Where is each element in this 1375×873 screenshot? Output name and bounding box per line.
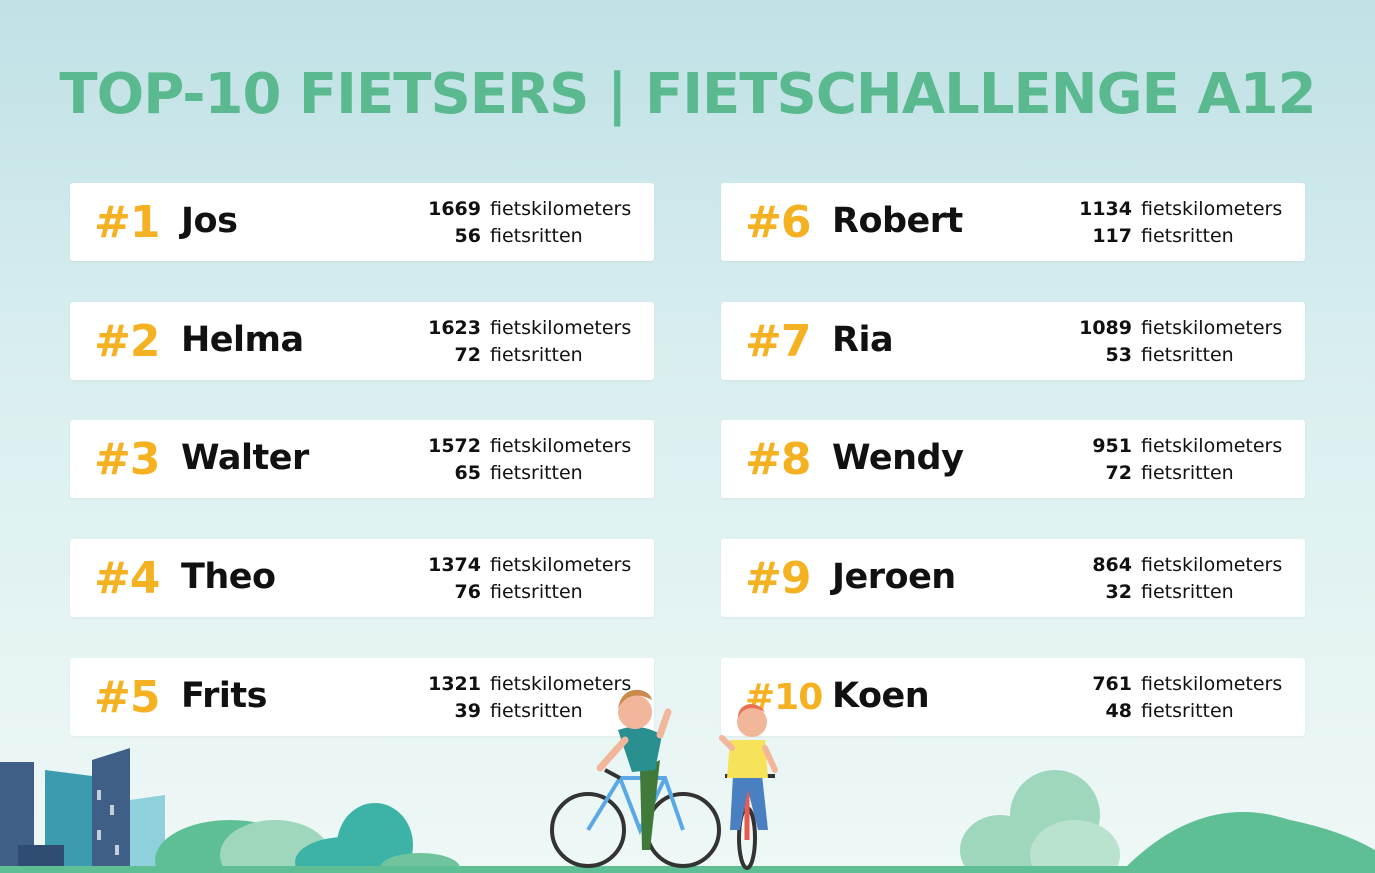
km-label: fietskilometers [1141,554,1283,576]
rides-label: fietsritten [1141,462,1234,484]
rider-name: Helma [181,320,304,360]
km-value: 1321 [428,673,481,695]
km-label: fietskilometers [490,554,632,576]
rider-card-6: #6 Robert 1134 fietskilometers 117 fietsri… [721,183,1305,261]
rides-stat: 39 fietsritten [370,700,636,722]
rank-label: #2 [94,316,160,367]
city-buildings-icon [0,748,165,873]
rider-name: Koen [832,676,930,716]
rides-value: 76 [454,581,481,603]
km-value: 1572 [428,435,481,457]
rider-card-5: #5 Frits 1321 fietskilometers 39 fietsritt… [70,658,654,736]
rider-name: Jos [181,201,238,241]
rides-stat: 53 fietsritten [1021,344,1287,366]
rider-card-7: #7 Ria 1089 fietskilometers 53 fietsritten [721,302,1305,380]
rides-value: 56 [454,225,481,247]
rider-name: Ria [832,320,894,360]
km-stat: 1374 fietskilometers [370,554,636,576]
rides-value: 65 [454,462,481,484]
rider-name: Theo [181,557,276,597]
km-label: fietskilometers [1141,435,1283,457]
rider-card-1: #1 Jos 1669 fietskilometers 56 fietsritten [70,183,654,261]
rides-label: fietsritten [490,225,583,247]
rider-card-3: #3 Walter 1572 fietskilometers 65 fietsrit… [70,420,654,498]
km-label: fietskilometers [1141,198,1283,220]
rides-label: fietsritten [1141,344,1234,366]
rides-stat: 48 fietsritten [1021,700,1287,722]
km-label: fietskilometers [490,198,632,220]
rider-card-10: #10 Koen 761 fietskilometers 48 fietsritte… [721,658,1305,736]
rank-label: #7 [745,316,811,367]
rider-name: Frits [181,676,268,716]
km-stat: 1321 fietskilometers [370,673,636,695]
bushes-right-icon [960,770,1375,873]
km-label: fietskilometers [1141,673,1283,695]
km-stat: 1623 fietskilometers [370,317,636,339]
km-stat: 1089 fietskilometers [1021,317,1287,339]
rider-name: Robert [832,201,963,241]
rides-label: fietsritten [490,462,583,484]
rank-label: #9 [745,553,811,604]
rides-value: 117 [1092,225,1132,247]
rider-card-8: #8 Wendy 951 fietskilometers 72 fietsritte… [721,420,1305,498]
rides-stat: 72 fietsritten [1021,462,1287,484]
km-value: 1134 [1079,198,1132,220]
rides-label: fietsritten [1141,225,1234,247]
rides-value: 32 [1105,581,1132,603]
km-value: 1374 [428,554,481,576]
km-label: fietskilometers [490,673,632,695]
km-value: 864 [1092,554,1132,576]
rides-value: 72 [1105,462,1132,484]
rank-label: #6 [745,197,811,248]
rider-name: Wendy [832,438,964,478]
rides-value: 39 [454,700,481,722]
rider-name: Jeroen [832,557,956,597]
km-stat: 864 fietskilometers [1021,554,1287,576]
rides-value: 53 [1105,344,1132,366]
rank-label: #1 [94,197,160,248]
rank-label: #5 [94,672,160,723]
km-value: 1669 [428,198,481,220]
rider-card-2: #2 Helma 1623 fietskilometers 72 fietsritt… [70,302,654,380]
rides-stat: 117 fietsritten [1021,225,1287,247]
rider-card-4: #4 Theo 1374 fietskilometers 76 fietsritte… [70,539,654,617]
bushes-left-icon [155,803,460,873]
rides-stat: 56 fietsritten [370,225,636,247]
rides-label: fietsritten [490,700,583,722]
km-value: 1089 [1079,317,1132,339]
rides-stat: 76 fietsritten [370,581,636,603]
km-stat: 1572 fietskilometers [370,435,636,457]
rides-label: fietsritten [490,344,583,366]
rides-label: fietsritten [1141,700,1234,722]
page-title: TOP-10 FIETSERS | FIETSCHALLENGE A12 [59,62,1316,127]
rides-value: 72 [454,344,481,366]
rides-label: fietsritten [490,581,583,603]
km-value: 761 [1092,673,1132,695]
km-stat: 1134 fietskilometers [1021,198,1287,220]
km-stat: 761 fietskilometers [1021,673,1287,695]
km-label: fietskilometers [1141,317,1283,339]
km-value: 951 [1092,435,1132,457]
rides-value: 48 [1105,700,1132,722]
km-label: fietskilometers [490,435,632,457]
km-value: 1623 [428,317,481,339]
km-stat: 1669 fietskilometers [370,198,636,220]
rides-stat: 32 fietsritten [1021,581,1287,603]
rides-stat: 72 fietsritten [370,344,636,366]
rank-label: #10 [745,677,823,718]
km-label: fietskilometers [490,317,632,339]
km-stat: 951 fietskilometers [1021,435,1287,457]
rides-stat: 65 fietsritten [370,462,636,484]
rank-label: #3 [94,434,160,485]
rank-label: #8 [745,434,811,485]
rider-name: Walter [181,438,309,478]
rider-card-9: #9 Jeroen 864 fietskilometers 32 fietsritt… [721,539,1305,617]
rides-label: fietsritten [1141,581,1234,603]
rank-label: #4 [94,553,160,604]
